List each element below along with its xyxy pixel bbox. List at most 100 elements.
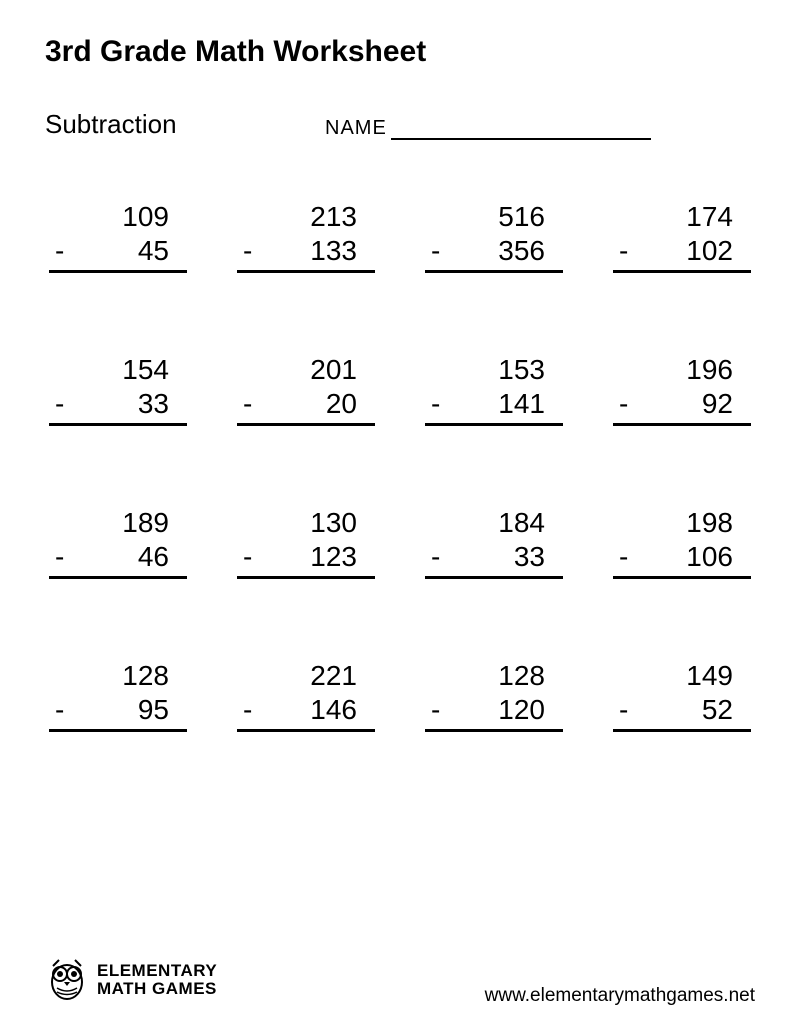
logo: ELEMENTARY MATH GAMES — [45, 952, 217, 1007]
subtraction-problem: 189-46 — [49, 506, 187, 579]
logo-text: ELEMENTARY MATH GAMES — [97, 962, 217, 998]
subtrahend: 46 — [79, 541, 169, 573]
minuend: 109 — [49, 200, 187, 234]
subtrahend-row: -146 — [237, 693, 375, 727]
name-input-line[interactable] — [391, 116, 651, 140]
subtraction-problem: 516-356 — [425, 200, 563, 273]
minus-operator: - — [613, 694, 643, 726]
minuend: 213 — [237, 200, 375, 234]
logo-line1: ELEMENTARY — [97, 962, 217, 980]
subtrahend: 141 — [455, 388, 545, 420]
answer-rule — [613, 423, 751, 426]
minus-operator: - — [237, 235, 267, 267]
minus-operator: - — [613, 541, 643, 573]
subtrahend-row: -141 — [425, 387, 563, 421]
minus-operator: - — [49, 388, 79, 420]
minuend: 184 — [425, 506, 563, 540]
footer: ELEMENTARY MATH GAMES www.elementarymath… — [45, 952, 755, 1007]
minuend: 201 — [237, 353, 375, 387]
minus-operator: - — [49, 235, 79, 267]
owl-icon — [45, 952, 89, 1007]
subtrahend: 20 — [267, 388, 357, 420]
subtrahend-row: -33 — [425, 540, 563, 574]
answer-rule — [425, 423, 563, 426]
minus-operator: - — [425, 388, 455, 420]
subtrahend-row: -123 — [237, 540, 375, 574]
minuend: 154 — [49, 353, 187, 387]
subtraction-problem: 184-33 — [425, 506, 563, 579]
answer-rule — [49, 729, 187, 732]
minuend: 149 — [613, 659, 751, 693]
minus-operator: - — [425, 694, 455, 726]
subtrahend-row: -133 — [237, 234, 375, 268]
subtrahend: 45 — [79, 235, 169, 267]
subtraction-problem: 128-120 — [425, 659, 563, 732]
subtraction-problem: 109-45 — [49, 200, 187, 273]
subtraction-problem: 213-133 — [237, 200, 375, 273]
subtraction-problem: 130-123 — [237, 506, 375, 579]
subtrahend: 123 — [267, 541, 357, 573]
minuend: 189 — [49, 506, 187, 540]
subtrahend-row: -33 — [49, 387, 187, 421]
answer-rule — [49, 270, 187, 273]
subtraction-problem: 201-20 — [237, 353, 375, 426]
subtrahend: 33 — [79, 388, 169, 420]
website-url: www.elementarymathgames.net — [485, 985, 755, 1007]
subtraction-problem: 149-52 — [613, 659, 751, 732]
answer-rule — [425, 270, 563, 273]
subtrahend-row: -106 — [613, 540, 751, 574]
minus-operator: - — [425, 541, 455, 573]
answer-rule — [613, 576, 751, 579]
subtraction-problem: 198-106 — [613, 506, 751, 579]
minus-operator: - — [237, 694, 267, 726]
worksheet-subtitle: Subtraction — [45, 109, 325, 140]
subtraction-problem: 153-141 — [425, 353, 563, 426]
subtrahend-row: -45 — [49, 234, 187, 268]
subtrahend-row: -120 — [425, 693, 563, 727]
minuend: 153 — [425, 353, 563, 387]
answer-rule — [237, 576, 375, 579]
subtrahend: 95 — [79, 694, 169, 726]
name-label: NAME — [325, 117, 387, 140]
subtraction-problem: 174-102 — [613, 200, 751, 273]
answer-rule — [613, 729, 751, 732]
subtraction-problem: 154-33 — [49, 353, 187, 426]
subtrahend-row: -20 — [237, 387, 375, 421]
subtrahend: 92 — [643, 388, 733, 420]
minuend: 128 — [425, 659, 563, 693]
logo-line2: MATH GAMES — [97, 980, 217, 998]
subtrahend-row: -92 — [613, 387, 751, 421]
subtrahend: 106 — [643, 541, 733, 573]
answer-rule — [237, 270, 375, 273]
minuend: 516 — [425, 200, 563, 234]
minuend: 196 — [613, 353, 751, 387]
minus-operator: - — [49, 541, 79, 573]
subtrahend-row: -356 — [425, 234, 563, 268]
subtrahend: 33 — [455, 541, 545, 573]
problems-grid: 109-45213-133516-356174-102154-33201-201… — [45, 200, 755, 732]
answer-rule — [425, 729, 563, 732]
worksheet-title: 3rd Grade Math Worksheet — [45, 35, 755, 69]
subtrahend: 102 — [643, 235, 733, 267]
minuend: 221 — [237, 659, 375, 693]
minuend: 128 — [49, 659, 187, 693]
subtrahend: 52 — [643, 694, 733, 726]
answer-rule — [237, 729, 375, 732]
subtraction-problem: 221-146 — [237, 659, 375, 732]
minuend: 174 — [613, 200, 751, 234]
answer-rule — [237, 423, 375, 426]
minus-operator: - — [49, 694, 79, 726]
answer-rule — [425, 576, 563, 579]
subtrahend: 120 — [455, 694, 545, 726]
subheader: Subtraction NAME — [45, 109, 755, 140]
minus-operator: - — [613, 388, 643, 420]
subtraction-problem: 196-92 — [613, 353, 751, 426]
minus-operator: - — [613, 235, 643, 267]
minuend: 198 — [613, 506, 751, 540]
answer-rule — [49, 576, 187, 579]
subtrahend-row: -46 — [49, 540, 187, 574]
subtrahend-row: -102 — [613, 234, 751, 268]
subtrahend-row: -95 — [49, 693, 187, 727]
subtrahend: 146 — [267, 694, 357, 726]
subtrahend: 356 — [455, 235, 545, 267]
